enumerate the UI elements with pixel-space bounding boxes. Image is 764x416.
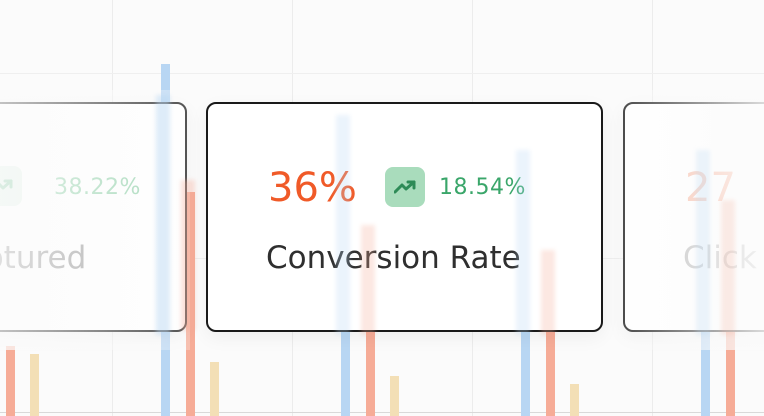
chart-bar: [521, 326, 530, 416]
chart-bar: [6, 346, 15, 416]
metric-card-clicks[interactable]: 27 Click: [623, 102, 764, 332]
chart-bar: [341, 326, 350, 416]
chart-bar: [186, 192, 195, 416]
trend-up-icon: [385, 167, 425, 207]
metric-card-conversion-rate[interactable]: 36% 18.54% Conversion Rate: [206, 102, 603, 332]
grid-line: [0, 73, 764, 74]
metric-value: 27: [685, 165, 736, 211]
chart-bar: [210, 362, 219, 416]
trend-up-icon: [0, 166, 22, 206]
chart-bar: [546, 326, 555, 416]
metric-label: Click: [683, 240, 757, 276]
chart-baseline: [0, 412, 764, 413]
metric-label: ptured: [0, 240, 87, 276]
change-percentage: 38.22%: [54, 175, 141, 200]
metric-card-captured[interactable]: 38.22% ptured: [0, 102, 187, 332]
chart-bar: [366, 326, 375, 416]
chart-bar: [701, 326, 710, 416]
metric-value: 36%: [268, 165, 357, 211]
chart-bar: [570, 384, 579, 416]
change-percentage: 18.54%: [439, 175, 526, 200]
metric-label: Conversion Rate: [266, 240, 521, 276]
chart-bar: [390, 376, 399, 416]
chart-bar: [726, 326, 735, 416]
chart-bar: [30, 354, 39, 416]
